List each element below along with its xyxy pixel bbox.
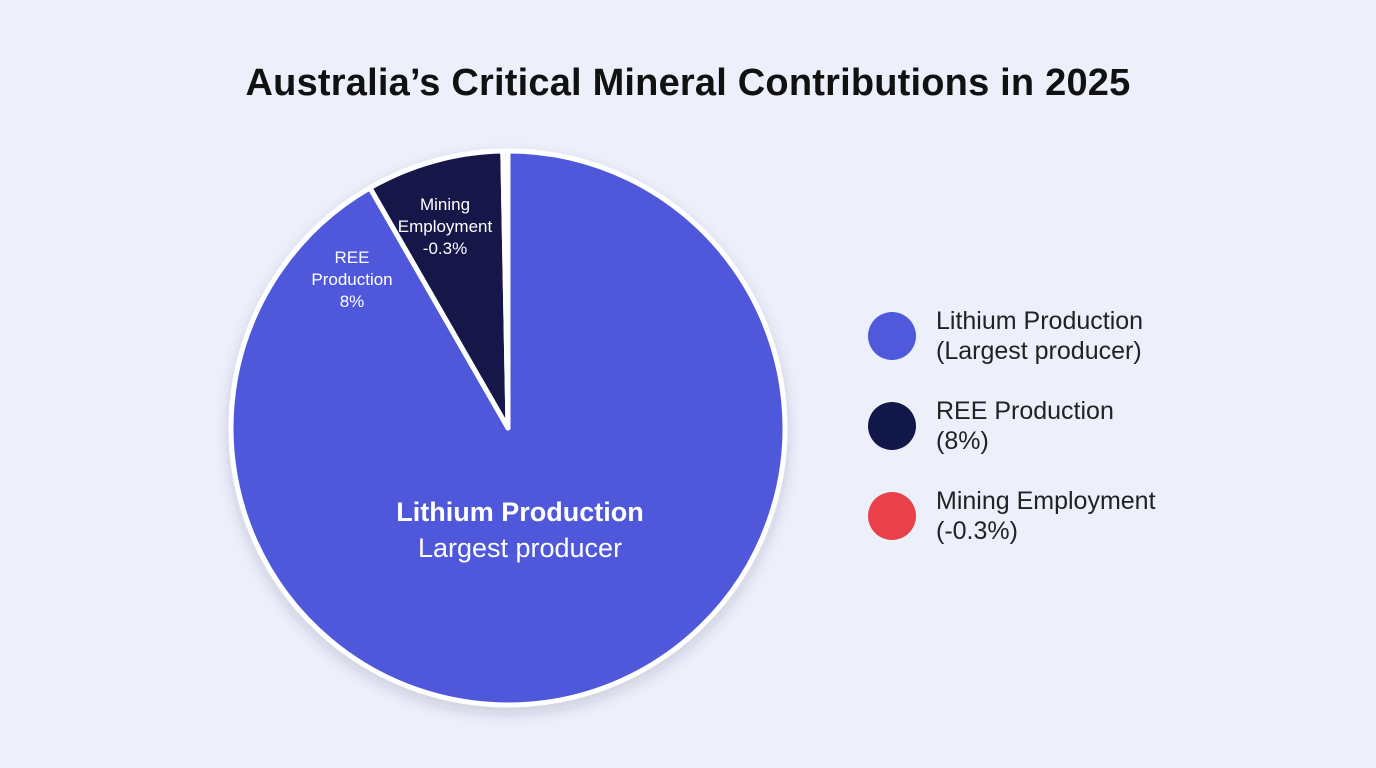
pie-label-line: Lithium Production [396,497,643,527]
pie-label-lithium: Lithium Production Largest producer [396,497,643,563]
legend-item-lithium: Lithium Production (Largest producer) [868,306,1288,396]
legend-label-line: (-0.3%) [936,517,1018,545]
legend-swatch-lithium [868,312,916,360]
legend-label-line: Mining Employment [936,487,1156,515]
legend-label-line: REE Production [936,397,1114,425]
legend-swatch-mining [868,492,916,540]
legend-label-lithium: Lithium Production (Largest producer) [936,306,1143,366]
pie-label-line: Employment [398,217,493,236]
legend-label-ree: REE Production (8%) [936,396,1114,456]
pie-label-line: 8% [340,292,365,311]
pie-labels: Lithium Production Largest producer REE Pro… [311,195,643,563]
legend-label-line: (8%) [936,427,989,455]
legend-label-line: Lithium Production [936,307,1144,335]
legend-item-mining: Mining Employment (-0.3%) [868,486,1288,576]
pie-label-ree: REE Production 8% [311,248,392,311]
pie-slices [228,148,788,708]
legend-item-ree: REE Production (8%) [868,396,1288,486]
pie-label-mining: Mining Employment -0.3% [398,195,493,258]
pie-label-line: Production [311,270,392,289]
legend-label-mining: Mining Employment (-0.3%) [936,486,1156,546]
legend: Lithium Production (Largest producer) RE… [868,306,1288,576]
pie-slice-ree [367,148,511,431]
chart-title: Australia’s Critical Mineral Contributio… [245,62,1131,104]
legend-swatch-ree [868,402,916,450]
legend-label-line: (Largest producer) [936,337,1142,365]
pie-label-line: Mining [420,195,470,214]
pie-slice-mining [500,148,511,431]
pie-label-line: Largest producer [418,533,622,563]
pie-label-line: REE [335,248,370,267]
pie-label-line: -0.3% [423,239,467,258]
